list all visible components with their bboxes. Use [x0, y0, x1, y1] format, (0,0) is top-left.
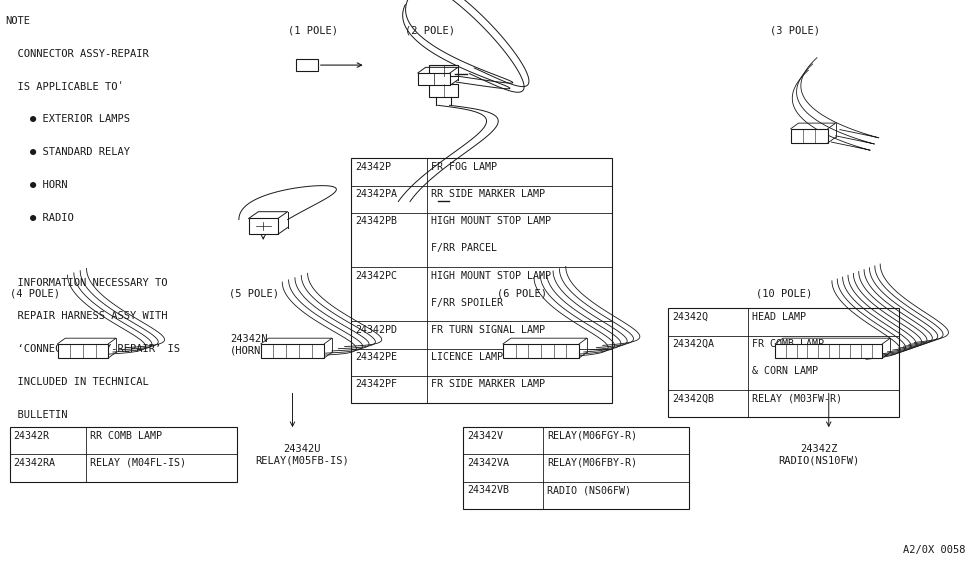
Text: REPAIR HARNESS ASSY WITH: REPAIR HARNESS ASSY WITH [5, 311, 168, 321]
Text: ● EXTERIOR LAMPS: ● EXTERIOR LAMPS [5, 114, 130, 125]
Bar [463, 427, 689, 509]
Text: (3 POLE): (3 POLE) [770, 25, 820, 36]
Text: 24342VB: 24342VB [467, 485, 509, 495]
Text: (5 POLE): (5 POLE) [229, 289, 279, 299]
Text: F/RR PARCEL: F/RR PARCEL [431, 243, 497, 254]
Text: INFORMATION NECESSARY TO: INFORMATION NECESSARY TO [5, 278, 168, 289]
Bar [417, 73, 449, 85]
Bar [429, 84, 458, 97]
Text: FR FOG LAMP: FR FOG LAMP [431, 162, 497, 172]
Text: 24342PB: 24342PB [355, 216, 397, 226]
Bar [249, 218, 278, 234]
Bar [58, 344, 108, 358]
Text: NOTE: NOTE [5, 16, 30, 26]
Text: F/RR SPOILER: F/RR SPOILER [431, 298, 503, 308]
Text: RELAY (M03FW-R): RELAY (M03FW-R) [752, 393, 841, 404]
Text: RADIO (NS06FW): RADIO (NS06FW) [547, 485, 631, 495]
Bar [775, 344, 882, 358]
Text: ‘CONNECTOR ASSY-REPAIR’ IS: ‘CONNECTOR ASSY-REPAIR’ IS [5, 344, 179, 354]
Text: BULLETIN: BULLETIN [5, 410, 67, 420]
Text: LICENCE LAMP: LICENCE LAMP [431, 352, 503, 362]
Text: RELAY(M06FBY-R): RELAY(M06FBY-R) [547, 458, 637, 468]
Text: 24342R: 24342R [14, 431, 50, 441]
Bar [503, 344, 579, 358]
Bar [10, 427, 237, 482]
Text: HEAD LAMP: HEAD LAMP [752, 312, 805, 322]
Text: HIGH MOUNT STOP LAMP: HIGH MOUNT STOP LAMP [431, 216, 551, 226]
Text: 24342RA: 24342RA [14, 458, 56, 468]
Text: 24342Q: 24342Q [672, 312, 708, 322]
Text: 24342VA: 24342VA [467, 458, 509, 468]
Bar [668, 308, 899, 417]
Text: 24342Z
RADIO(NS10FW): 24342Z RADIO(NS10FW) [778, 444, 860, 466]
Text: (10 POLE): (10 POLE) [756, 289, 812, 299]
Text: FR COMB LAMP: FR COMB LAMP [752, 339, 824, 349]
Text: CONNECTOR ASSY-REPAIR: CONNECTOR ASSY-REPAIR [5, 49, 148, 59]
Text: IS APPLICABLE TOʹ: IS APPLICABLE TOʹ [5, 82, 124, 92]
Text: 24342U
RELAY(M05FB-IS): 24342U RELAY(M05FB-IS) [255, 444, 349, 466]
Bar [260, 344, 324, 358]
Text: 24342P: 24342P [355, 162, 391, 172]
Text: INCLUDED IN TECHNICAL: INCLUDED IN TECHNICAL [5, 377, 148, 387]
Text: RR SIDE MARKER LAMP: RR SIDE MARKER LAMP [431, 189, 545, 199]
Bar [429, 65, 458, 76]
Text: 24342QB: 24342QB [672, 393, 714, 404]
Text: (1 POLE): (1 POLE) [288, 25, 337, 36]
Bar [296, 59, 318, 71]
Text: FR TURN SIGNAL LAMP: FR TURN SIGNAL LAMP [431, 325, 545, 335]
Text: ● HORN: ● HORN [5, 180, 67, 190]
Text: A2/0X 0058: A2/0X 0058 [903, 544, 965, 555]
Bar [351, 158, 612, 403]
Bar [791, 128, 828, 143]
Text: 24342PF: 24342PF [355, 379, 397, 389]
Text: ● STANDARD RELAY: ● STANDARD RELAY [5, 147, 130, 157]
Text: HIGH MOUNT STOP LAMP: HIGH MOUNT STOP LAMP [431, 271, 551, 281]
Text: 24342N
(HORN): 24342N (HORN) [230, 334, 267, 355]
Text: 24342V: 24342V [467, 431, 503, 441]
Text: (6 POLE): (6 POLE) [497, 289, 547, 299]
Text: (4 POLE): (4 POLE) [10, 289, 59, 299]
Text: 24342PE: 24342PE [355, 352, 397, 362]
Text: 24342PA: 24342PA [355, 189, 397, 199]
Text: RELAY(M06FGY-R): RELAY(M06FGY-R) [547, 431, 637, 441]
Text: 24342QA: 24342QA [672, 339, 714, 349]
Text: (2 POLE): (2 POLE) [405, 25, 454, 36]
Text: 24342PC: 24342PC [355, 271, 397, 281]
Text: RELAY (M04FL-IS): RELAY (M04FL-IS) [90, 458, 185, 468]
Text: 24342PD: 24342PD [355, 325, 397, 335]
Text: RR COMB LAMP: RR COMB LAMP [90, 431, 162, 441]
Text: & CORN LAMP: & CORN LAMP [752, 366, 818, 376]
Text: FR SIDE MARKER LAMP: FR SIDE MARKER LAMP [431, 379, 545, 389]
Text: ● RADIO: ● RADIO [5, 213, 74, 223]
